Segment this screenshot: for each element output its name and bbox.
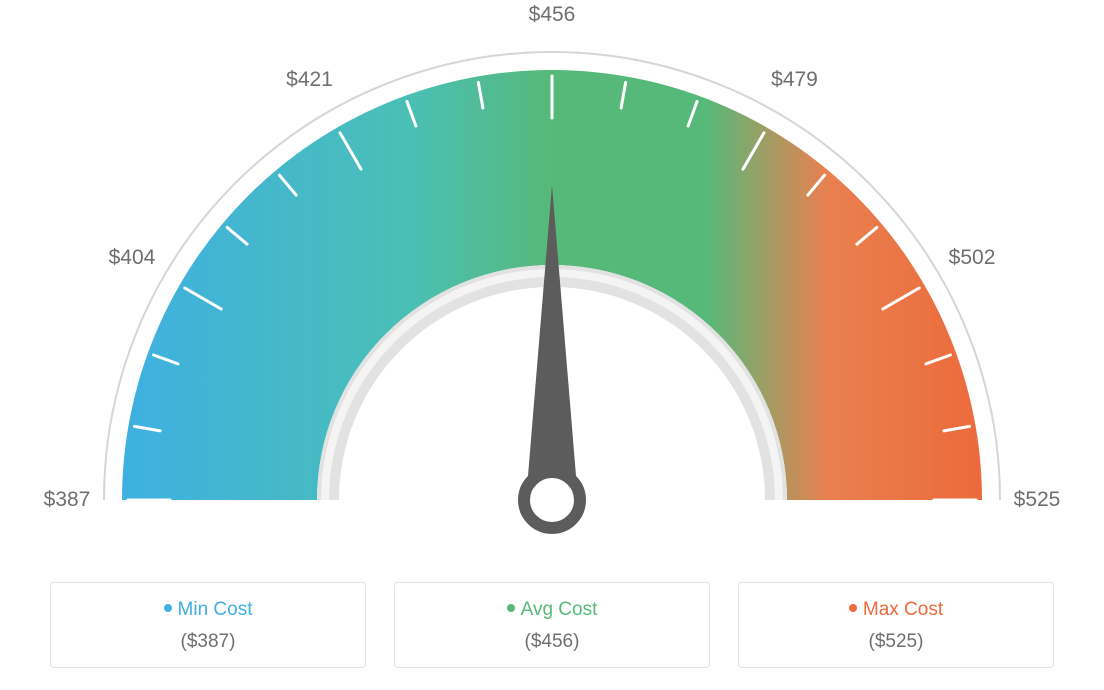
legend-title-avg: Avg Cost — [405, 599, 699, 621]
legend-card-min: Min Cost ($387) — [50, 582, 366, 668]
legend-value-min: ($387) — [61, 631, 355, 653]
legend-title-min: Min Cost — [61, 599, 355, 621]
legend-title-text-avg: Avg Cost — [521, 599, 598, 620]
legend-row: Min Cost ($387) Avg Cost ($456) Max Cost… — [50, 582, 1054, 668]
legend-card-avg: Avg Cost ($456) — [394, 582, 710, 668]
gauge-chart-container: $387 $404 $421 $456 $479 $502 $525 Min Cost ($… — [0, 0, 1104, 690]
legend-title-text-min: Min Cost — [178, 599, 253, 620]
legend-value-max: ($525) — [749, 631, 1043, 653]
gauge-svg — [0, 0, 1104, 560]
gauge-tick-label: $404 — [109, 246, 156, 270]
legend-value-avg: ($456) — [405, 631, 699, 653]
dot-icon-avg — [507, 604, 515, 612]
gauge-tick-label: $387 — [44, 488, 91, 512]
legend-title-text-max: Max Cost — [863, 599, 943, 620]
gauge-tick-label: $456 — [529, 3, 576, 27]
gauge-tick-label: $421 — [286, 68, 333, 92]
dot-icon-max — [849, 604, 857, 612]
legend-title-max: Max Cost — [749, 599, 1043, 621]
gauge-tick-label: $502 — [949, 246, 996, 270]
gauge-area: $387 $404 $421 $456 $479 $502 $525 — [0, 0, 1104, 560]
gauge-tick-label: $525 — [1014, 488, 1061, 512]
gauge-tick-label: $479 — [771, 68, 818, 92]
dot-icon-min — [164, 604, 172, 612]
legend-card-max: Max Cost ($525) — [738, 582, 1054, 668]
